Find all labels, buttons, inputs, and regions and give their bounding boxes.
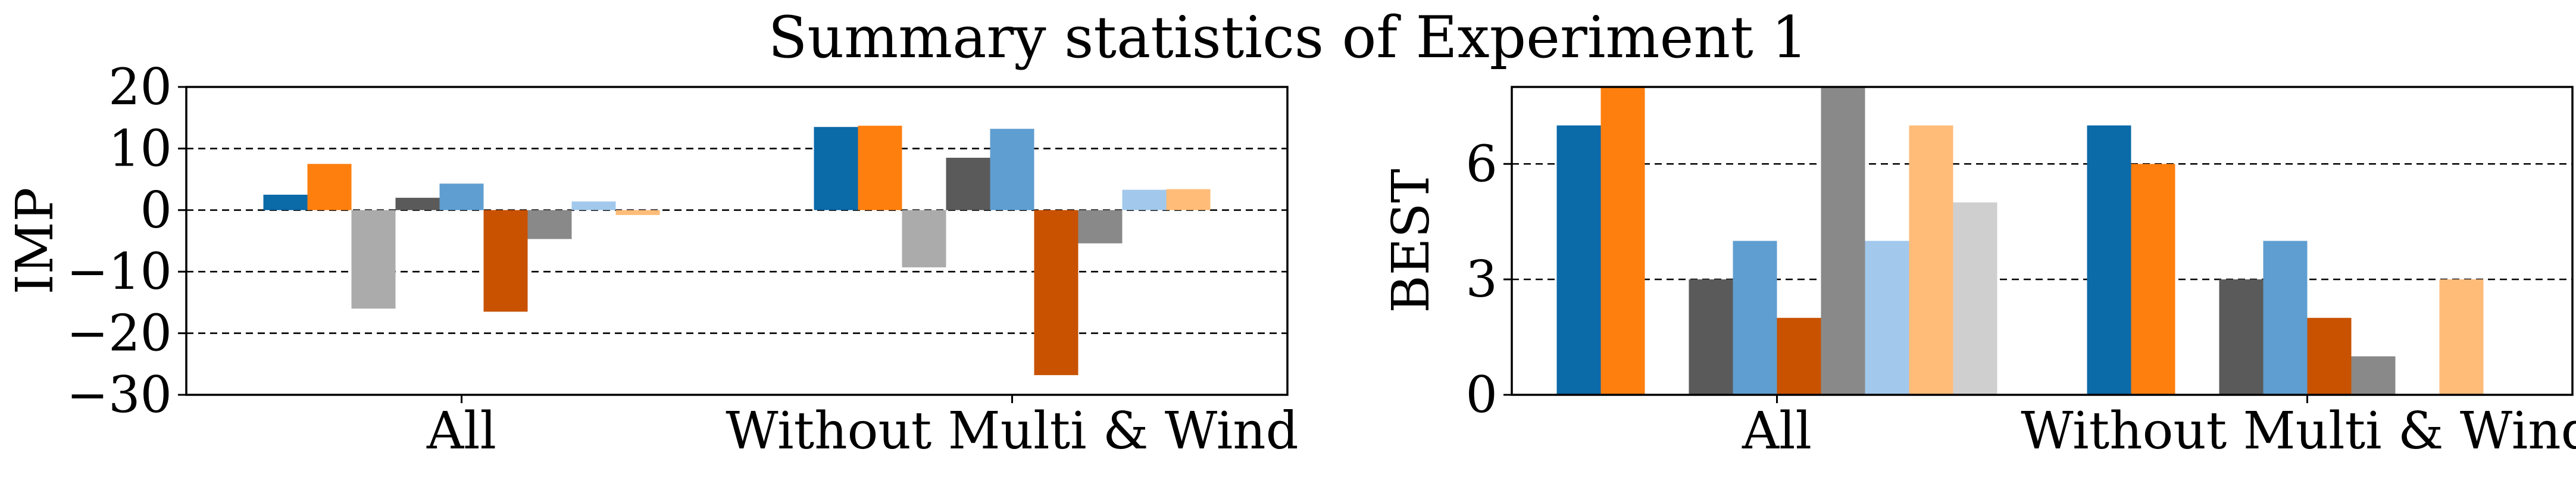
x-category-label: Without Multi & Wind [2021,401,2576,461]
bar-2-7 [1078,210,1123,244]
bar-1-4 [1689,279,1733,395]
y-axis-label: IMP [5,188,65,295]
x-category-label: Without Multi & Wind [726,401,1298,461]
bar-2-9 [2439,279,2484,395]
chart-title: Summary statistics of Experiment 1 [768,4,1808,71]
y-tick-label: 3 [1466,250,1498,308]
bar-2-4 [2219,279,2264,395]
bar-2-5 [2263,241,2308,395]
bar-2-7 [2351,356,2396,395]
bar-2-2 [2131,164,2175,395]
bar-1-6 [483,210,528,312]
bar-2-4 [946,157,990,210]
bar-2-5 [990,129,1034,210]
bar-2-9 [1166,189,1211,210]
best-chart: All Without Multi & Wind 0 3 6 BEST [1381,86,2576,461]
bar-1-9 [1909,125,1953,395]
x-category-label: All [426,401,496,461]
y-tick-label: 10 [108,119,172,177]
bar-1-7 [527,210,572,239]
bar-1-10 [1953,202,1997,395]
plot-frame [185,86,1289,396]
bar-2-6 [2307,317,2352,395]
bar-1-5 [439,183,484,210]
bar-2-3 [902,210,946,267]
bar-1-7 [1821,87,1865,395]
bar-2-6 [1034,210,1078,375]
y-tick-label: −30 [67,366,172,424]
x-category-label: All [1742,401,1812,461]
bar-1-4 [395,198,440,210]
bar-1-8 [1865,241,1909,395]
bar-1-6 [1777,317,1821,395]
y-tick-label: −10 [67,242,172,301]
bar-1-1 [263,194,308,210]
plot-frame [1511,86,2574,396]
bar-2-8 [1122,189,1167,210]
y-tick-label: 0 [1466,366,1498,424]
bar-2-2 [858,126,902,210]
bar-1-9 [615,210,660,216]
bar-2-1 [814,127,858,210]
y-tick-label: −20 [67,304,172,363]
bar-1-2 [307,164,352,210]
bar-1-3 [351,210,396,309]
y-axis-label: BEST [1381,169,1441,313]
bar-1-8 [571,201,616,210]
bar-1-5 [1733,241,1777,395]
y-tick-label: 6 [1466,135,1498,193]
bar-1-2 [1600,87,1645,395]
y-tick-label: 0 [140,181,172,239]
bar-1-1 [1556,125,1601,395]
bar-2-1 [2087,125,2131,395]
y-tick-label: 20 [108,58,172,116]
